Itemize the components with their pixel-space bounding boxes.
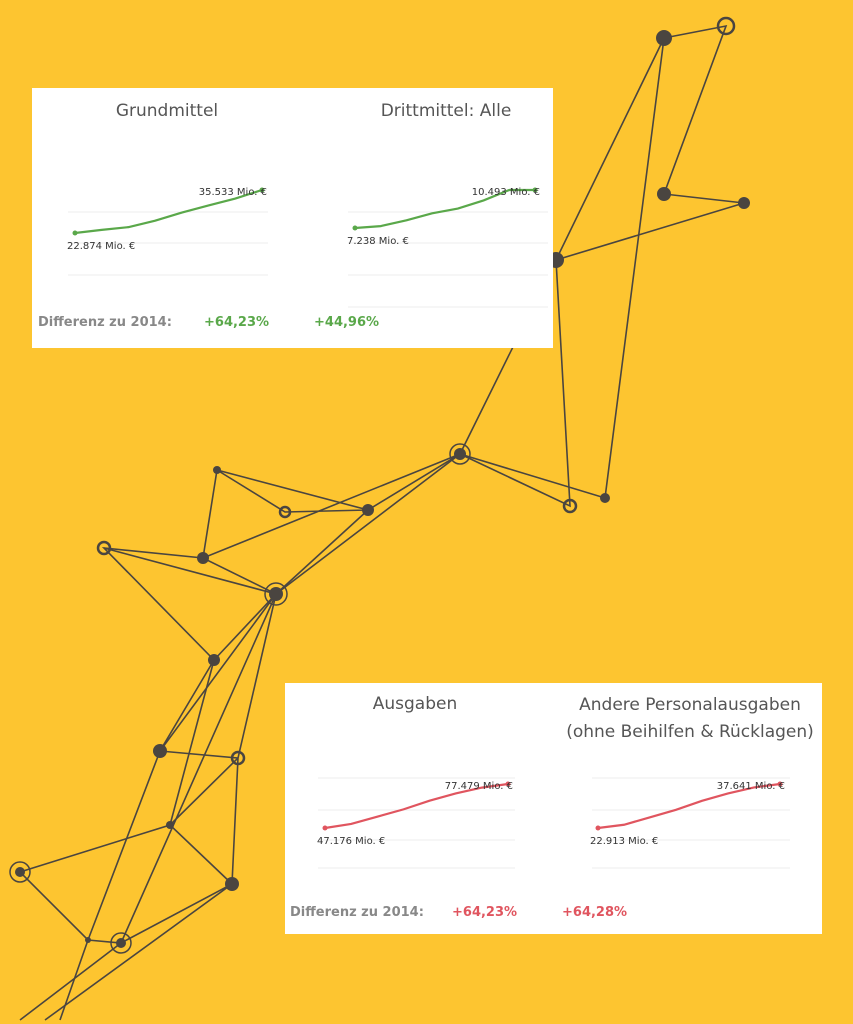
line [324, 782, 509, 830]
value-label: 37.641 Mio. € [717, 781, 785, 792]
difference-value: +64,23% [204, 315, 270, 330]
chart-title: Grundmittel [115, 101, 219, 121]
point [777, 781, 783, 787]
value-label: 35.533 Mio. € [199, 187, 267, 198]
chart-title: Ausgaben [372, 694, 458, 714]
line [597, 782, 781, 830]
panel [285, 683, 822, 934]
point [595, 825, 601, 831]
panel [32, 88, 553, 348]
diff-label: Differenz zu 2014: [38, 315, 172, 330]
difference-value: +64,28% [562, 905, 628, 920]
value-label: 47.176 Mio. € [317, 836, 385, 847]
point [259, 187, 265, 193]
chart-title: Andere Personalausgaben (ohne Beihilfen … [566, 695, 814, 742]
value-label: 22.874 Mio. € [67, 241, 135, 252]
value-label: 22.913 Mio. € [590, 836, 658, 847]
point [72, 230, 78, 236]
difference-value: +44,96% [314, 315, 380, 330]
difference-value: +64,23% [452, 905, 518, 920]
chart-title: Drittmittel: Alle [380, 101, 512, 121]
value-label: 10.493 Mio. € [472, 187, 540, 198]
line [74, 188, 263, 235]
value-label: 77.479 Mio. € [445, 781, 513, 792]
diff-label: Differenz zu 2014: [290, 905, 424, 920]
point [352, 225, 358, 231]
point [532, 187, 538, 193]
point [322, 825, 328, 831]
point [505, 781, 511, 787]
line [354, 188, 535, 230]
value-label: 7.238 Mio. € [347, 236, 409, 247]
